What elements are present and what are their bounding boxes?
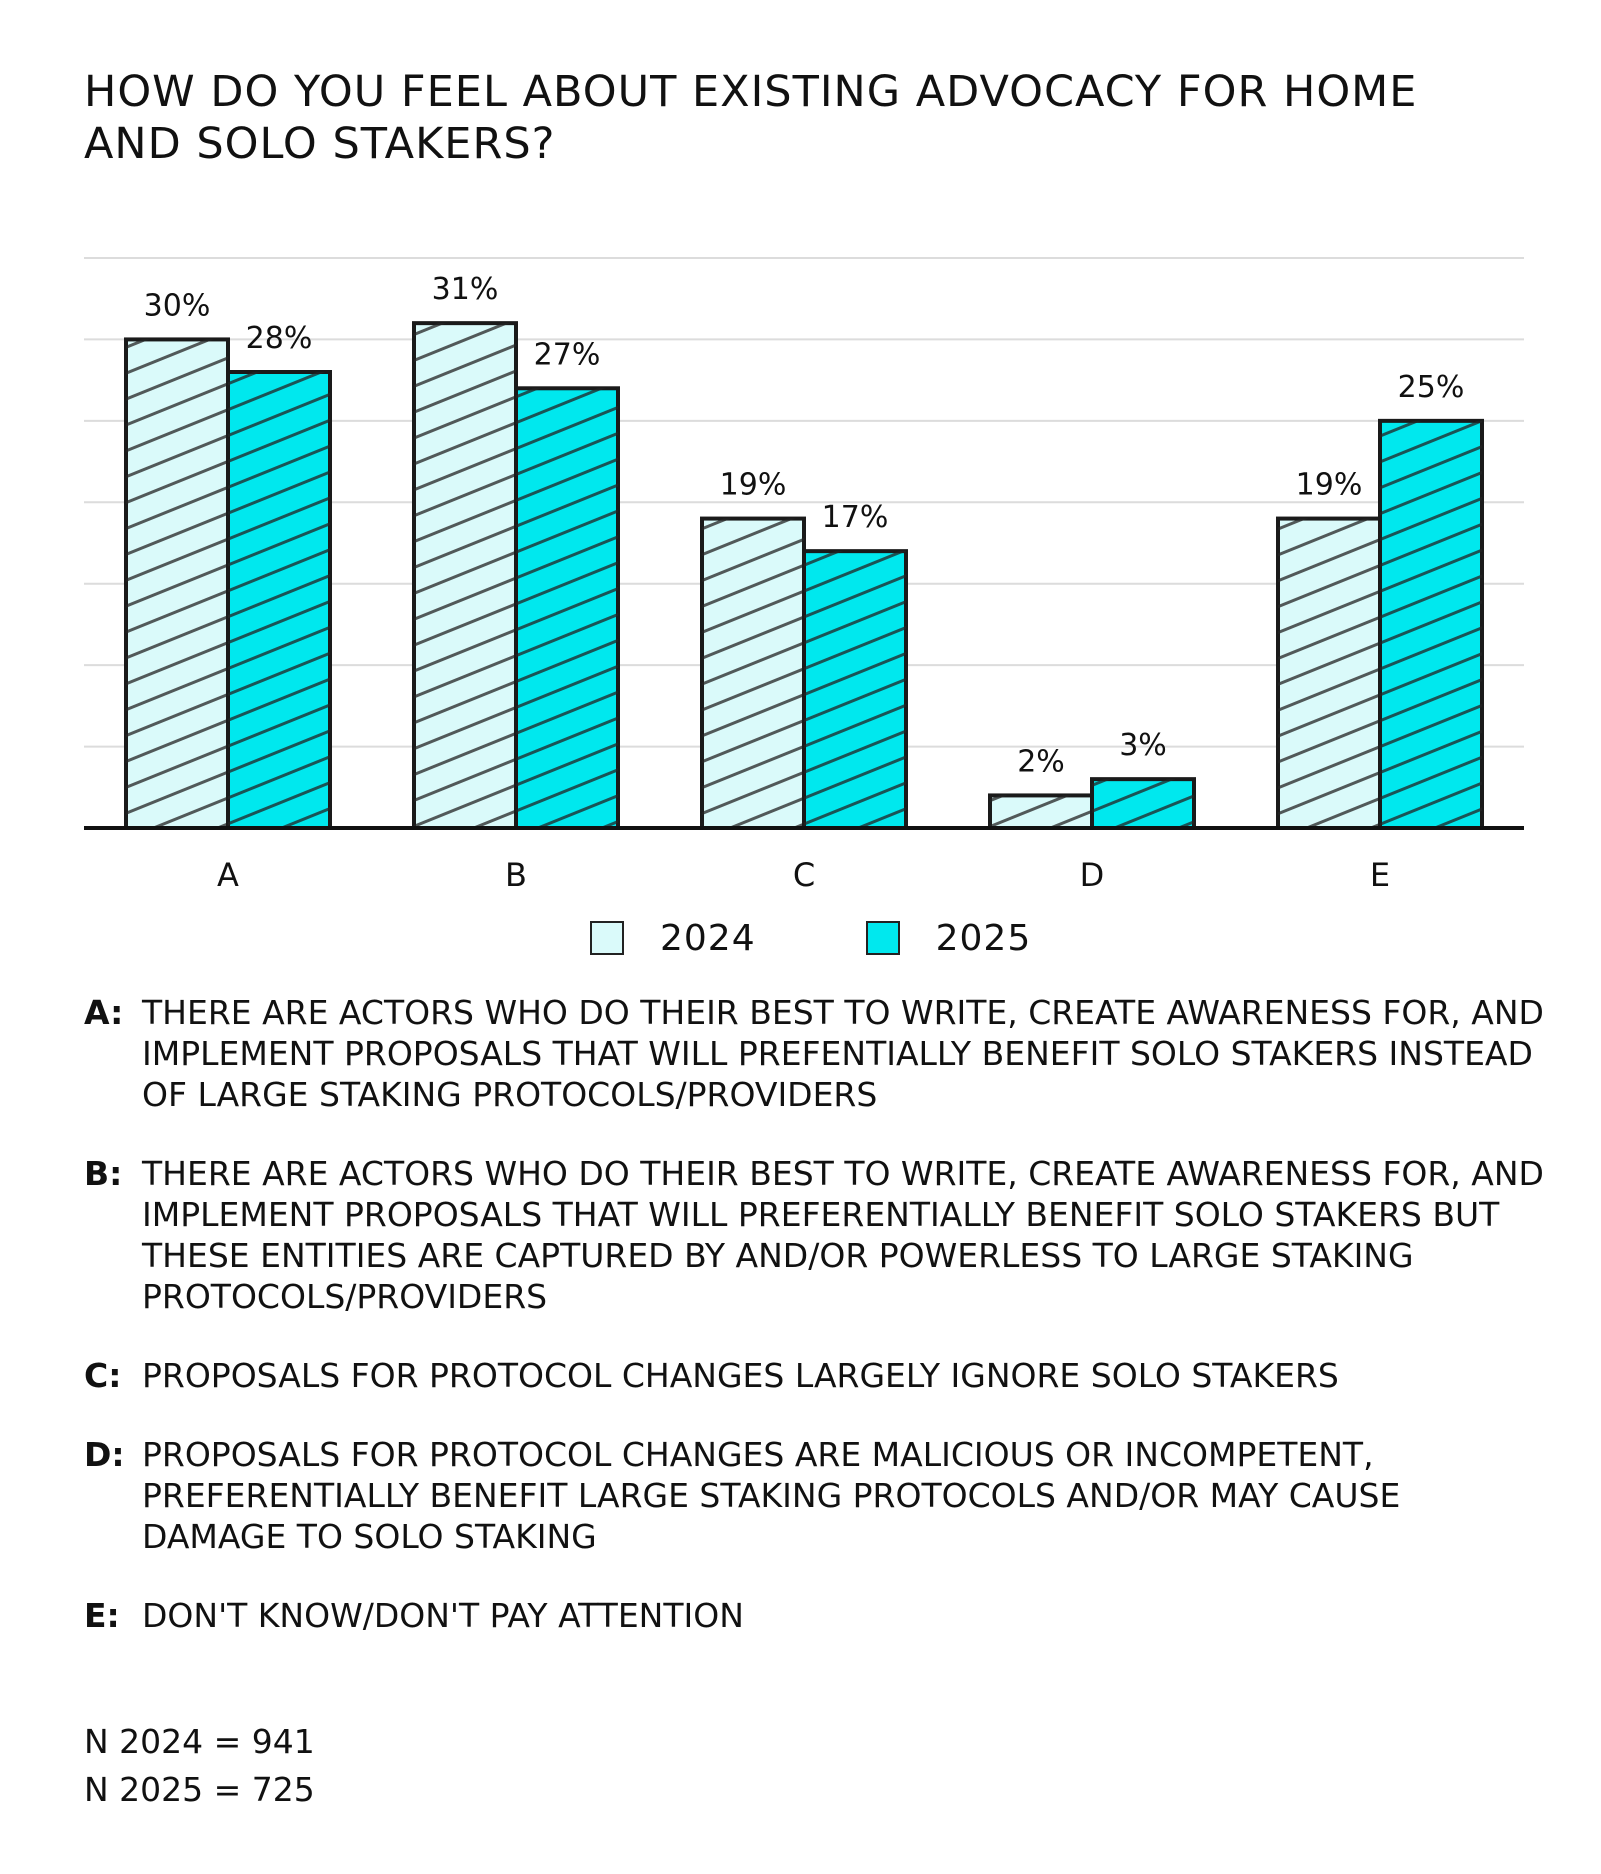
bar-hatch-c-2024 bbox=[702, 518, 804, 828]
data-label-c-2025: 17% bbox=[822, 500, 889, 535]
legend-swatch-2025 bbox=[865, 921, 900, 955]
data-label-c-2024: 19% bbox=[720, 468, 787, 503]
bar-hatch-a-2024 bbox=[126, 339, 228, 828]
definition-text: There are actors who do their best to wr… bbox=[142, 1154, 1544, 1316]
definition-key: E: bbox=[84, 1596, 120, 1635]
legend-swatch-2024 bbox=[590, 921, 624, 955]
bars bbox=[124, 321, 1484, 831]
x-tick-labels: A B C D E bbox=[217, 856, 1390, 894]
sample-sizes: N 2024 = 941 N 2025 = 725 bbox=[84, 1718, 315, 1814]
bar-hatch-c-2025 bbox=[804, 551, 906, 828]
x-tick-d: D bbox=[1080, 856, 1105, 894]
data-label-b-2024: 31% bbox=[432, 272, 499, 307]
data-labels: 30% 28% 31% 27% 19% 17% 2% 3% 19% 25% bbox=[144, 272, 1465, 779]
legend-label-2025: 2025 bbox=[935, 917, 1032, 959]
bar-hatch-b-2025 bbox=[516, 388, 618, 828]
legend: 2024 2025 bbox=[590, 917, 1141, 959]
definition-b: B: There are actors who do their best to… bbox=[84, 1153, 1544, 1317]
category-definitions: A: There are actors who do their best to… bbox=[84, 992, 1544, 1674]
bar-hatch-e-2024 bbox=[1278, 518, 1380, 828]
data-label-b-2025: 27% bbox=[534, 337, 601, 372]
definition-d: D: Proposals for protocol changes are ma… bbox=[84, 1434, 1544, 1557]
data-label-a-2024: 30% bbox=[144, 288, 211, 323]
definition-e: E: Don't know/don't pay attention bbox=[84, 1595, 1544, 1636]
definition-a: A: There are actors who do their best to… bbox=[84, 992, 1544, 1115]
data-label-a-2025: 28% bbox=[246, 321, 313, 356]
definition-text: Proposals for protocol changes largely i… bbox=[142, 1356, 1339, 1395]
bar-hatch-d-2025 bbox=[1092, 779, 1194, 828]
legend-item-2025: 2025 bbox=[865, 917, 1032, 959]
bar-hatch-b-2024 bbox=[414, 323, 516, 828]
legend-item-2024: 2024 bbox=[590, 918, 756, 959]
definition-key: A: bbox=[84, 993, 124, 1032]
legend-label-2024: 2024 bbox=[660, 917, 756, 959]
definition-text: There are actors who do their best to wr… bbox=[142, 993, 1544, 1114]
definition-text: Don't know/don't pay attention bbox=[142, 1596, 744, 1635]
x-tick-e: E bbox=[1370, 856, 1390, 894]
definition-key: B: bbox=[84, 1154, 123, 1193]
data-label-e-2025: 25% bbox=[1398, 370, 1465, 405]
bar-hatch-e-2025 bbox=[1380, 420, 1482, 828]
x-tick-a: A bbox=[217, 856, 239, 894]
sample-size-2024: N 2024 = 941 bbox=[84, 1722, 315, 1761]
bar-hatch-a-2025 bbox=[228, 372, 330, 828]
definition-c: C: Proposals for protocol changes largel… bbox=[84, 1355, 1544, 1396]
data-label-d-2024: 2% bbox=[1017, 744, 1065, 779]
x-tick-b: B bbox=[505, 856, 527, 894]
data-label-d-2025: 3% bbox=[1119, 728, 1167, 763]
bar-hatch-d-2024 bbox=[990, 795, 1092, 828]
definition-key: D: bbox=[84, 1435, 125, 1474]
sample-size-2025: N 2025 = 725 bbox=[84, 1770, 315, 1809]
bar-chart: 30% 28% 31% 27% 19% 17% 2% 3% 19% 25% A B C D E bbox=[84, 257, 1524, 894]
definition-key: C: bbox=[84, 1356, 122, 1395]
definition-text: Proposals for protocol changes are malic… bbox=[142, 1435, 1401, 1556]
data-label-e-2024: 19% bbox=[1296, 468, 1363, 503]
chart-title: How do you feel about existing advocacy … bbox=[84, 67, 1418, 169]
x-tick-c: C bbox=[793, 856, 815, 894]
